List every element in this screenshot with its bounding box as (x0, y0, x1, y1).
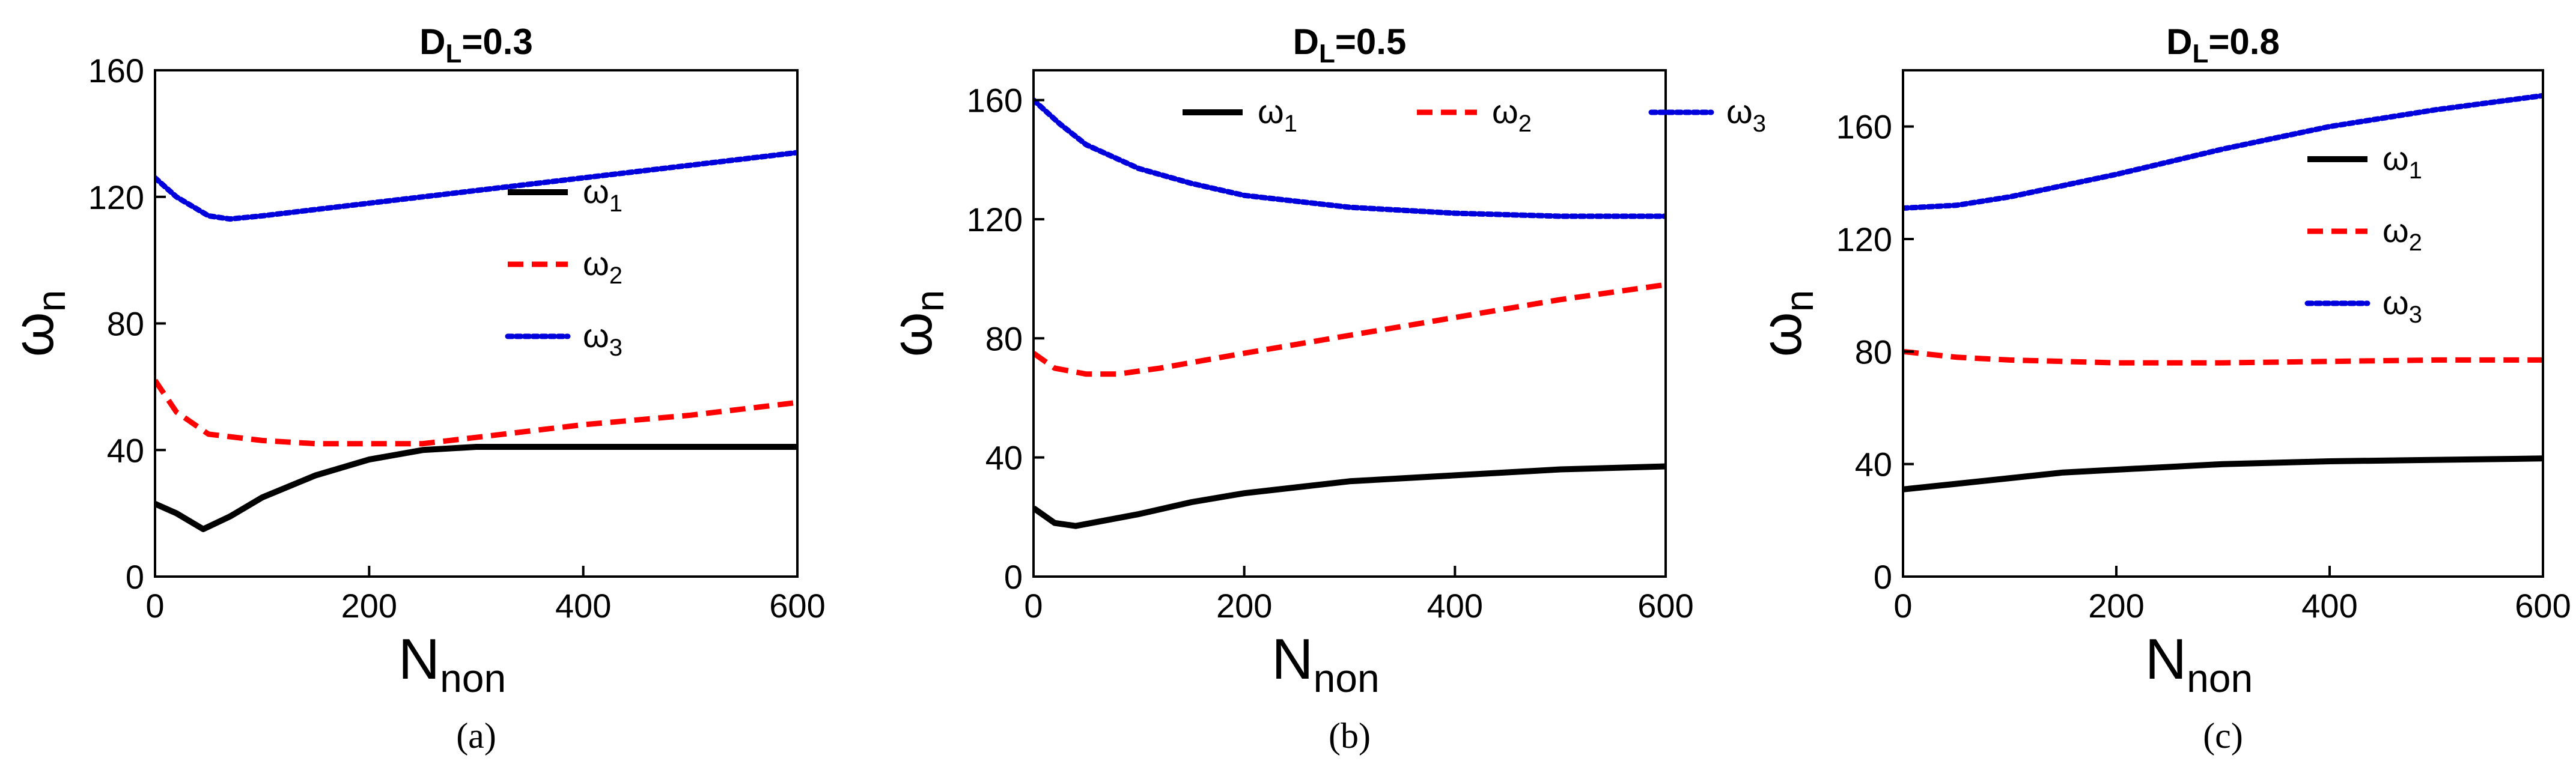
series-line-omega-2 (1903, 348, 2543, 366)
legend-label-omega-2: ω2 (2383, 211, 2422, 256)
x-tick-label: 400 (555, 587, 611, 625)
y-tick-label: 120 (1836, 220, 1892, 258)
chart-panel-1: 0 200 400 600 0 40 80 120 160 DL=0.3 Nnon ωn ω1 ω2 ω3 (… (1, 22, 826, 756)
x-tick-label: 400 (1427, 587, 1483, 625)
y-axis-label: ωn (1, 290, 73, 357)
x-tick-label: 600 (769, 587, 825, 625)
chart-panel-3: 0 200 400 600 0 40 80 120 160 DL=0.8 Nnon ωn ω1 ω2 ω3 (… (1749, 22, 2571, 756)
y-tick-label: 160 (1836, 108, 1892, 146)
x-tick-label: 600 (1637, 587, 1693, 625)
y-tick-label: 40 (985, 439, 1023, 477)
y-tick-label: 0 (1004, 558, 1023, 596)
legend: ω1 ω2 ω3 (2304, 139, 2422, 328)
series-line-omega-1 (1034, 463, 1666, 529)
series-line-omega-3 (155, 150, 797, 222)
x-axis-label: Nnon (1271, 627, 1379, 700)
legend-label-omega-1: ω1 (2383, 139, 2422, 184)
panel-caption: (a) (456, 716, 496, 756)
y-tick-label: 0 (1874, 558, 1892, 596)
panel-caption: (b) (1329, 716, 1371, 756)
chart-panel-2: 0 200 400 600 0 40 80 120 160 DL=0.5 Nnon ωn ω1 ω2 ω3 (… (880, 22, 1766, 756)
chart-title: DL=0.3 (419, 22, 533, 68)
y-axis-label: ωn (1749, 290, 1821, 357)
chart-title: DL=0.5 (1293, 22, 1407, 68)
y-tick-label: 80 (985, 320, 1023, 357)
y-tick-label: 80 (1855, 333, 1892, 371)
x-tick-label: 0 (145, 587, 164, 625)
legend-label-omega-3: ω3 (583, 317, 623, 361)
x-tick-label: 600 (2515, 587, 2571, 625)
x-tick-label: 200 (2088, 587, 2144, 625)
y-tick-label: 160 (967, 82, 1023, 120)
plot-frame (1032, 69, 1667, 578)
series-line-omega-2 (155, 378, 797, 447)
legend: ω1 ω2 ω3 (505, 172, 623, 361)
panel-caption: (c) (2203, 716, 2243, 756)
legend: ω1 ω2 ω3 (1183, 92, 1766, 137)
x-tick-label: 0 (1893, 587, 1912, 625)
series-line-omega-2 (1034, 282, 1666, 377)
x-tick-label: 200 (1216, 587, 1272, 625)
legend-label-omega-3: ω3 (1726, 92, 1766, 137)
x-axis-label: Nnon (398, 627, 506, 700)
legend-label-omega-2: ω2 (1492, 92, 1532, 137)
series-line-omega-3 (1903, 92, 2543, 211)
x-axis-label: Nnon (2145, 627, 2253, 700)
plot-frame (1902, 69, 2544, 578)
y-tick-label: 40 (1855, 446, 1892, 484)
chart-title: DL=0.8 (2166, 22, 2280, 68)
y-tick-label: 120 (967, 201, 1023, 238)
legend-label-omega-1: ω1 (583, 172, 623, 217)
series-line-omega-3 (1034, 97, 1666, 219)
x-tick-label: 400 (2301, 587, 2357, 625)
y-tick-label: 80 (107, 305, 144, 343)
series-line-omega-1 (155, 444, 797, 532)
legend-label-omega-1: ω1 (1258, 92, 1297, 137)
legend-label-omega-2: ω2 (583, 244, 623, 289)
legend-label-omega-3: ω3 (2383, 283, 2422, 328)
y-tick-label: 160 (88, 52, 144, 89)
y-tick-label: 40 (107, 431, 144, 469)
x-tick-label: 0 (1024, 587, 1043, 625)
y-axis-label: ωn (880, 290, 952, 357)
y-tick-label: 120 (88, 178, 144, 216)
x-tick-label: 200 (341, 587, 397, 625)
y-tick-label: 0 (126, 558, 144, 596)
series-line-omega-1 (1903, 455, 2543, 493)
